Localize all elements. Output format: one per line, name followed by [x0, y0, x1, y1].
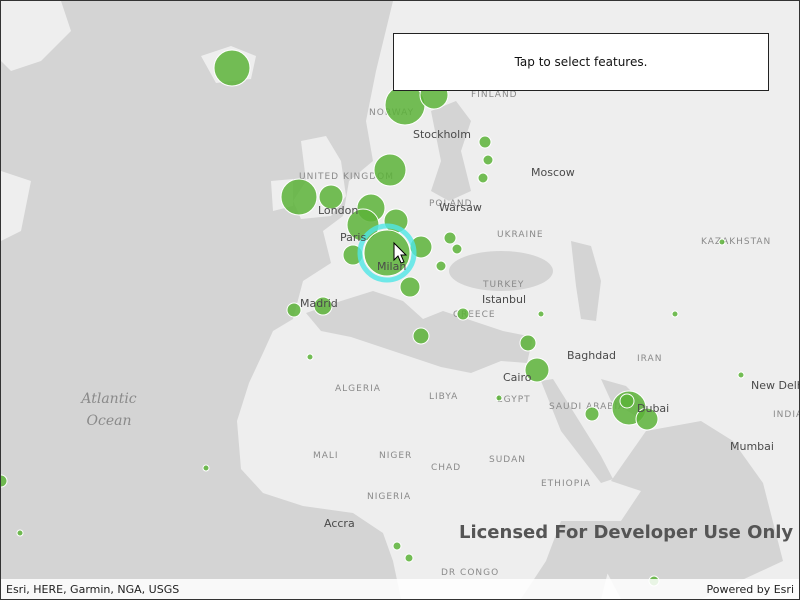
place-label: Mumbai — [730, 440, 774, 453]
country-label: INDIA — [773, 410, 799, 420]
black-sea — [449, 251, 553, 291]
instruction-text: Tap to select features. — [514, 55, 648, 69]
country-label: IRAN — [637, 354, 662, 364]
feature-symbol[interactable] — [412, 327, 430, 345]
attribution-bar: Esri, HERE, Garmin, NGA, USGS Powered by… — [1, 579, 799, 599]
place-label: Paris — [340, 231, 366, 244]
feature-symbol[interactable] — [443, 231, 457, 245]
country-label: FINLAND — [471, 90, 518, 100]
selection-halo — [357, 223, 417, 283]
place-label: Baghdad — [567, 349, 616, 362]
feature-symbol[interactable] — [495, 394, 503, 402]
country-label: TURKEY — [482, 280, 524, 290]
license-watermark: Licensed For Developer Use Only — [459, 522, 794, 543]
feature-symbol[interactable] — [318, 184, 344, 210]
place-label: Accra — [324, 517, 355, 530]
feature-symbol[interactable] — [584, 406, 600, 422]
country-label: UNITED KINGDOM — [299, 172, 394, 182]
feature-symbol[interactable] — [482, 154, 494, 166]
feature-symbol[interactable] — [392, 541, 402, 551]
feature-symbol[interactable] — [478, 135, 492, 149]
feature-symbol[interactable] — [524, 357, 550, 383]
feature-symbol[interactable] — [202, 464, 210, 472]
feature-symbol[interactable] — [519, 334, 537, 352]
ocean-label: Ocean — [87, 413, 132, 429]
country-label: LIBYA — [429, 392, 458, 402]
place-label: Stockholm — [413, 128, 471, 141]
country-label: ETHIOPIA — [541, 479, 591, 489]
feature-symbol[interactable] — [477, 172, 489, 184]
feature-symbol[interactable] — [451, 243, 463, 255]
place-label: Istanbul — [482, 293, 526, 306]
country-label: ALGERIA — [335, 384, 381, 394]
feature-symbol[interactable] — [16, 529, 24, 537]
feature-symbol[interactable] — [306, 353, 314, 361]
feature-symbol[interactable] — [435, 260, 447, 272]
feature-symbol[interactable] — [213, 49, 251, 87]
country-label: POLAND — [429, 199, 473, 209]
country-label: UKRAINE — [497, 230, 544, 240]
feature-symbol[interactable] — [671, 310, 679, 318]
place-labels: Stockholm Moscow London Warsaw Paris Mil… — [300, 128, 799, 530]
greenland — [1, 1, 71, 71]
place-label: London — [318, 204, 358, 217]
feature-symbol[interactable] — [456, 307, 470, 321]
country-label: DR CONGO — [441, 568, 499, 578]
country-label: EGYPT — [497, 395, 531, 405]
country-label: NIGERIA — [367, 492, 411, 502]
country-label: MALI — [313, 451, 339, 461]
cursor — [393, 241, 408, 264]
country-label: GREECE — [453, 310, 496, 320]
attribution-text: Esri, HERE, Garmin, NGA, USGS — [6, 583, 180, 596]
country-label: KAZAKHSTAN — [701, 237, 771, 247]
place-label: Moscow — [531, 166, 575, 179]
feature-symbol[interactable] — [635, 407, 659, 431]
place-label: Milan — [377, 260, 406, 273]
place-label: New Delhi — [751, 379, 799, 392]
atlantic-water — [1, 1, 401, 599]
arabian-sea — [601, 421, 783, 599]
feature-symbol[interactable] — [404, 553, 414, 563]
red-sea — [541, 379, 613, 483]
powered-by[interactable]: Powered by Esri — [706, 583, 794, 596]
instruction-callout: Tap to select features. — [393, 33, 769, 91]
ocean-label: Atlantic — [79, 391, 136, 407]
place-label: Cairo — [503, 371, 532, 384]
feature-symbol[interactable] — [373, 153, 407, 187]
caspian-sea — [571, 241, 601, 321]
selected-feature[interactable] — [363, 229, 411, 277]
feature-symbol[interactable] — [313, 296, 333, 316]
feature-symbol[interactable] — [399, 276, 421, 298]
feature-symbol[interactable] — [619, 393, 635, 409]
land-edge — [1, 171, 31, 241]
baltic-water — [431, 101, 471, 201]
place-label: Warsaw — [439, 201, 482, 214]
feature-symbol[interactable] — [537, 310, 545, 318]
feature-symbol[interactable] — [718, 238, 726, 246]
place-label: Dubai — [637, 402, 669, 415]
country-label: NIGER — [379, 451, 412, 461]
country-label: SUDAN — [489, 455, 526, 465]
feature-symbol[interactable] — [286, 302, 302, 318]
feature-symbol[interactable] — [1, 474, 8, 488]
country-label: CHAD — [431, 463, 461, 473]
feature-symbol[interactable] — [737, 371, 745, 379]
feature-symbol[interactable] — [280, 178, 318, 216]
country-label: SAUDI ARABIA — [549, 402, 625, 412]
feature-symbol[interactable] — [384, 84, 426, 126]
place-label: Madrid — [300, 297, 338, 310]
